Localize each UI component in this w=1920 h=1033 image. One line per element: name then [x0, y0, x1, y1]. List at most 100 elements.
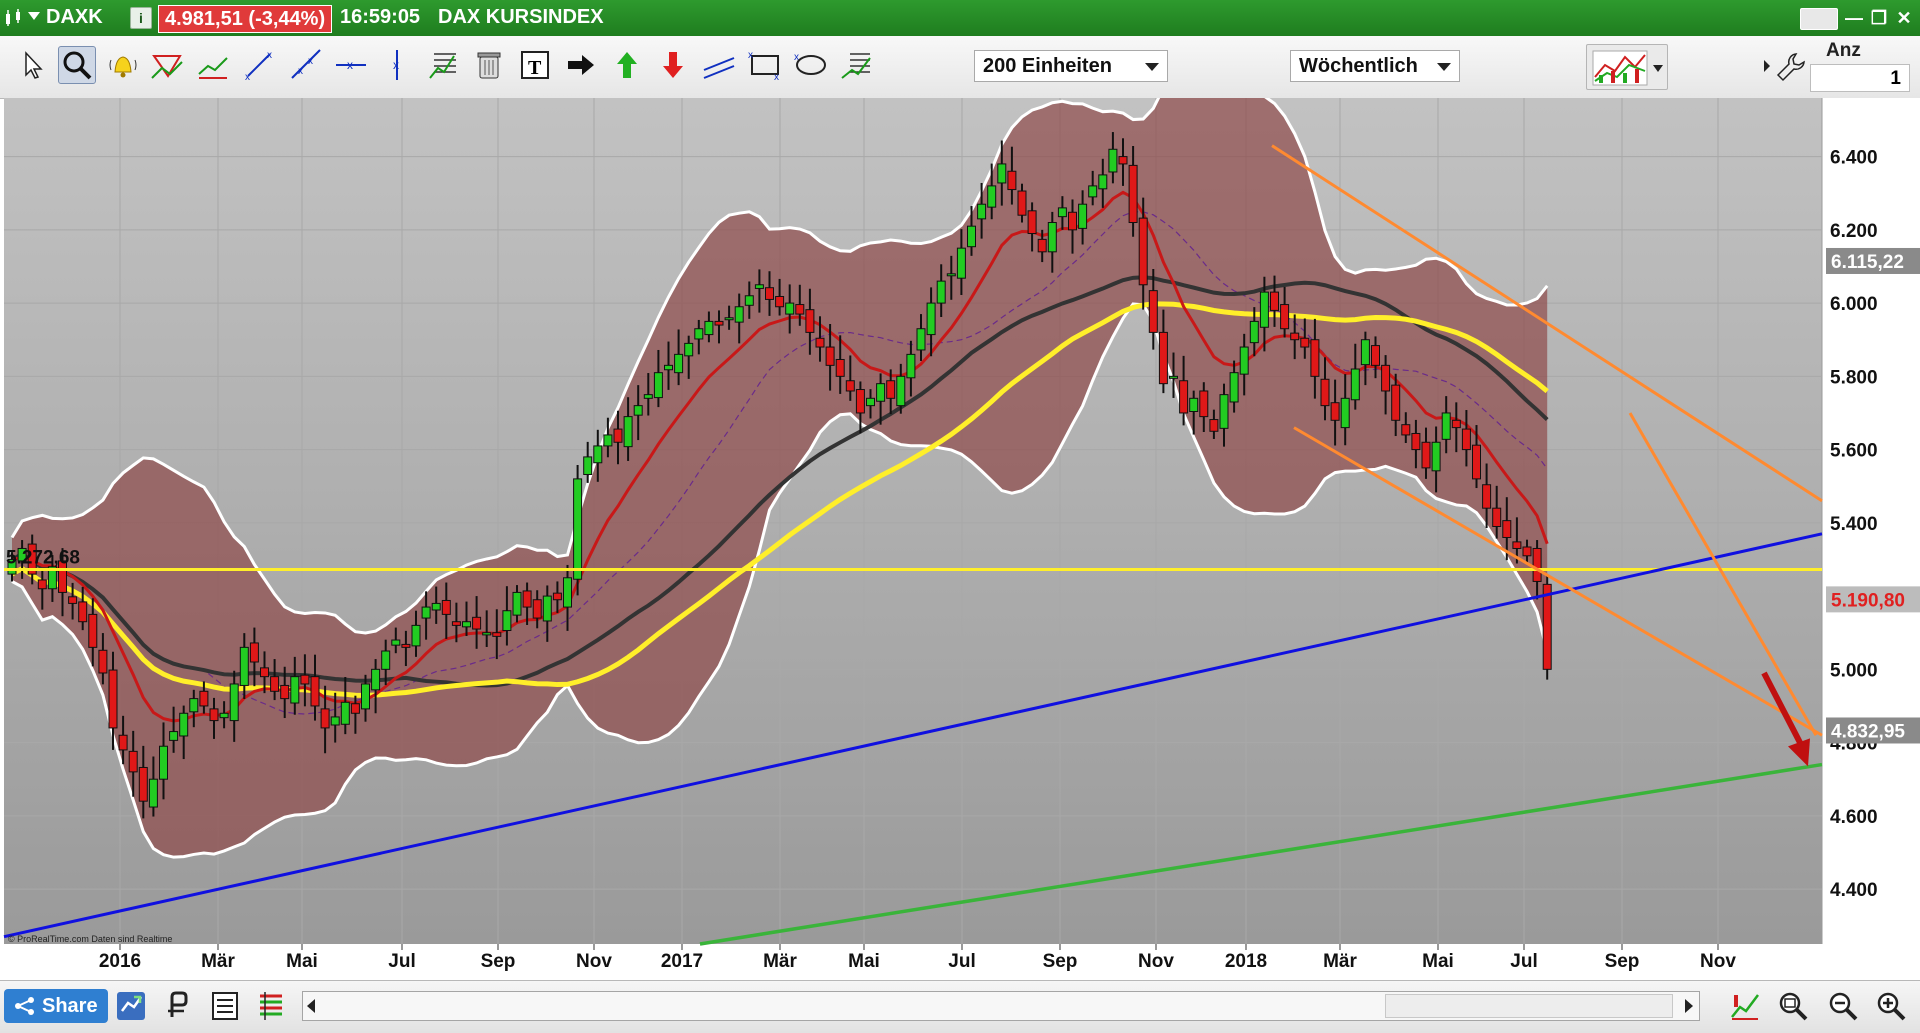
candle-body: [522, 590, 532, 608]
x-tick-label: Jul: [948, 951, 975, 972]
candle-body: [209, 708, 219, 722]
candle-body: [805, 309, 815, 333]
candle-body: [108, 669, 118, 729]
zoom-reset-icon[interactable]: [1776, 989, 1810, 1023]
scrollbar-thumb[interactable]: [1385, 994, 1673, 1018]
x-tick-label: Mär: [763, 951, 797, 972]
x-tick-label: Sep: [481, 951, 516, 972]
candle-body: [47, 566, 57, 590]
period-dropdown[interactable]: Wöchentlich: [1290, 50, 1460, 82]
indicator-icon[interactable]: [162, 989, 196, 1023]
share-button[interactable]: Share: [4, 989, 108, 1023]
fibonacci-icon[interactable]: [424, 46, 462, 84]
candle-body: [1502, 520, 1512, 538]
candle-body: [1128, 164, 1138, 224]
svg-text:x: x: [267, 50, 272, 61]
trash-icon[interactable]: [470, 46, 508, 84]
close-button[interactable]: ✕: [1896, 8, 1912, 28]
candle-body: [260, 667, 269, 678]
channel-steep-line: [1628, 412, 1818, 736]
candle-body: [1340, 397, 1350, 429]
candle-body: [391, 639, 401, 646]
arrow-down-icon[interactable]: [654, 46, 692, 84]
candle-body: [754, 284, 764, 289]
candle-body: [977, 203, 987, 220]
bottom-bar: Share: [0, 980, 1920, 1033]
x-tick-label: 2017: [661, 951, 703, 972]
panel-toggle-icon[interactable]: [1764, 60, 1770, 72]
trend-draw-icon[interactable]: [194, 46, 232, 84]
candle-body: [1007, 170, 1017, 191]
chart-type-icon[interactable]: [114, 989, 148, 1023]
svg-text:x: x: [298, 66, 303, 77]
x-tick-label: 2018: [1225, 951, 1267, 972]
price-chart[interactable]: 5.272,68 6.400 6.200 6.000 5.800 5.600 5.400 5…: [0, 61, 1920, 980]
price-label: 6.115,22: [1831, 252, 1904, 273]
chevron-down-icon: [1145, 63, 1159, 71]
candle-body: [573, 478, 583, 580]
x-tick-label: Mai: [286, 951, 318, 972]
indicators-button[interactable]: [1586, 44, 1668, 90]
zoom-fit-icon[interactable]: [1728, 989, 1762, 1023]
x-tick-label: Mai: [848, 951, 880, 972]
list-icon[interactable]: [208, 989, 242, 1023]
zoom-out-icon[interactable]: [1826, 989, 1860, 1023]
ellipse-icon[interactable]: x: [792, 46, 830, 84]
triangle-draw-icon[interactable]: [148, 46, 186, 84]
chevron-down-icon: [1437, 63, 1451, 71]
pointer-icon[interactable]: [14, 46, 52, 84]
arrow-right-icon[interactable]: [562, 46, 600, 84]
candle-body: [1522, 546, 1532, 557]
candle-body: [694, 328, 704, 340]
candle-body: [845, 380, 855, 392]
svg-text:x: x: [245, 72, 250, 82]
channel-icon[interactable]: [700, 46, 738, 84]
price-chart-svg[interactable]: 5.272,68 6.400 6.200 6.000 5.800 5.600 5.400 5…: [0, 61, 1920, 980]
vertical-line-icon[interactable]: x: [378, 46, 416, 84]
fan-icon[interactable]: [838, 46, 876, 84]
indicators-icon: [1592, 50, 1648, 86]
candle-body: [280, 684, 290, 700]
candle-body: [775, 295, 785, 308]
info-icon[interactable]: i: [130, 7, 152, 29]
minimize-button[interactable]: —: [1845, 8, 1863, 28]
instrument-symbol[interactable]: DAXK: [46, 6, 103, 28]
horizontal-line-icon[interactable]: x: [332, 46, 370, 84]
svg-text:x: x: [774, 72, 779, 82]
restore-button[interactable]: ❐: [1870, 8, 1888, 28]
wrench-icon[interactable]: [1772, 48, 1810, 86]
units-dropdown[interactable]: 200 Einheiten: [974, 50, 1168, 82]
candle-body: [583, 456, 593, 475]
layers-icon[interactable]: [254, 989, 288, 1023]
candle-body: [421, 606, 431, 619]
candle-body: [411, 624, 421, 647]
share-icon: [15, 997, 34, 1015]
zoom-in-icon[interactable]: [1874, 989, 1908, 1023]
candle-body: [1068, 211, 1077, 231]
candle-body: [664, 364, 673, 371]
candle-body: [138, 766, 148, 802]
text-icon[interactable]: T: [516, 46, 554, 84]
anz-input[interactable]: 1: [1810, 64, 1910, 92]
candle-body: [1219, 394, 1229, 429]
candle-body: [98, 649, 108, 674]
horizontal-scrollbar[interactable]: [302, 991, 1700, 1021]
arrow-up-icon[interactable]: [608, 46, 646, 84]
zoom-icon[interactable]: [58, 46, 96, 84]
forecast-arrow-head: [1788, 738, 1810, 767]
keyboard-icon[interactable]: [1800, 8, 1838, 30]
svg-text:x: x: [347, 58, 353, 72]
scroll-left-icon[interactable]: [307, 999, 315, 1013]
alert-bell-icon[interactable]: [104, 46, 142, 84]
x-tick-label: 2016: [99, 951, 141, 972]
share-label: Share: [42, 995, 98, 1017]
chevron-down-icon[interactable]: [28, 12, 40, 20]
scroll-right-icon[interactable]: [1685, 999, 1693, 1013]
svg-text:x: x: [308, 56, 313, 67]
candle-body: [926, 302, 936, 336]
candle-body: [462, 621, 471, 628]
candle-body: [239, 646, 249, 686]
